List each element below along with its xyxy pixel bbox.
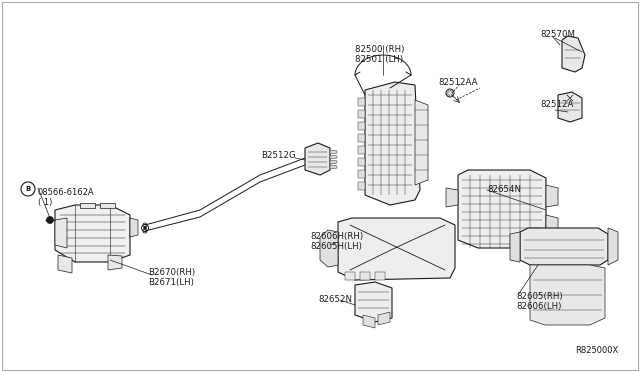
Text: 82652N: 82652N: [318, 295, 352, 304]
Text: B2670(RH)
B2671(LH): B2670(RH) B2671(LH): [148, 268, 195, 288]
Polygon shape: [108, 255, 122, 270]
Polygon shape: [546, 215, 558, 234]
Circle shape: [570, 51, 573, 55]
Polygon shape: [355, 282, 392, 322]
Text: 82605(RH)
82606(LH): 82605(RH) 82606(LH): [516, 292, 563, 311]
Circle shape: [533, 243, 543, 253]
Text: 82500 (RH)
82501 (LH): 82500 (RH) 82501 (LH): [355, 45, 404, 64]
Polygon shape: [330, 155, 337, 159]
Circle shape: [567, 95, 573, 101]
Polygon shape: [345, 272, 355, 280]
Polygon shape: [358, 158, 365, 166]
Polygon shape: [358, 134, 365, 142]
Polygon shape: [55, 205, 130, 262]
Polygon shape: [378, 312, 390, 325]
Polygon shape: [520, 228, 608, 265]
Polygon shape: [558, 92, 582, 122]
Text: 82512AA: 82512AA: [438, 78, 477, 87]
Polygon shape: [305, 143, 330, 175]
Polygon shape: [338, 218, 455, 280]
Polygon shape: [365, 82, 420, 205]
Circle shape: [143, 227, 147, 230]
Polygon shape: [546, 185, 558, 207]
Polygon shape: [363, 315, 375, 328]
Polygon shape: [130, 218, 138, 237]
Polygon shape: [55, 218, 67, 248]
Polygon shape: [375, 272, 385, 280]
Polygon shape: [58, 255, 72, 273]
Circle shape: [47, 217, 54, 224]
Text: 82606H(RH)
82605H(LH): 82606H(RH) 82605H(LH): [310, 232, 363, 251]
Text: 82570M: 82570M: [540, 30, 575, 39]
Polygon shape: [358, 122, 365, 130]
Polygon shape: [330, 165, 337, 169]
Polygon shape: [330, 160, 337, 164]
Polygon shape: [458, 170, 546, 248]
Circle shape: [568, 49, 576, 57]
Polygon shape: [320, 230, 338, 267]
Polygon shape: [446, 188, 458, 207]
Text: B: B: [26, 186, 31, 192]
Circle shape: [446, 89, 454, 97]
Polygon shape: [608, 228, 618, 265]
Polygon shape: [80, 203, 95, 208]
Polygon shape: [360, 272, 370, 280]
Polygon shape: [358, 98, 365, 106]
Text: 82654N: 82654N: [487, 185, 521, 194]
Text: 82512A: 82512A: [540, 100, 573, 109]
Polygon shape: [358, 170, 365, 178]
Polygon shape: [510, 232, 520, 262]
Text: 08566-6162A
( 1): 08566-6162A ( 1): [38, 188, 95, 208]
Polygon shape: [415, 100, 428, 185]
Polygon shape: [562, 36, 585, 72]
Text: B2512G: B2512G: [261, 151, 296, 160]
Polygon shape: [358, 146, 365, 154]
Polygon shape: [358, 182, 365, 190]
Polygon shape: [330, 150, 337, 154]
Text: R825000X: R825000X: [575, 346, 618, 355]
Polygon shape: [100, 203, 115, 208]
Polygon shape: [530, 265, 605, 325]
Polygon shape: [358, 110, 365, 118]
